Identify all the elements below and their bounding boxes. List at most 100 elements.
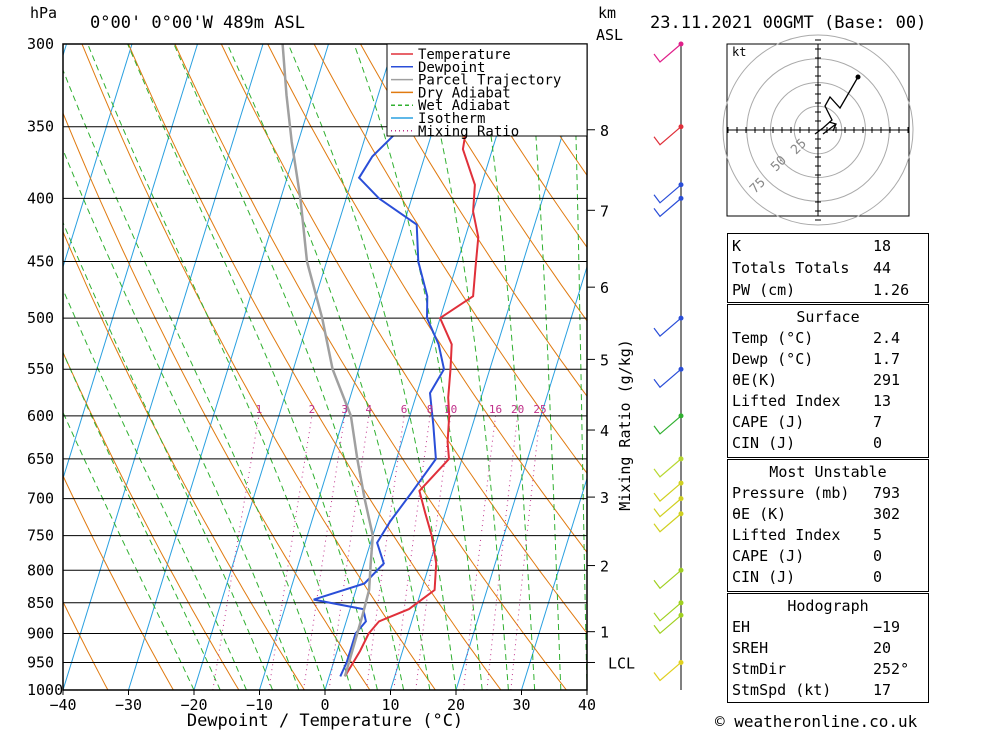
y-tick-label: 400 (27, 189, 54, 207)
wind-barb (653, 126, 682, 146)
wind-barb (653, 458, 682, 478)
mixing-ratio-label: 4 (365, 403, 372, 416)
hodograph-end (855, 74, 861, 80)
legend-entry: Dewpoint (418, 60, 485, 76)
legend-entry: Mixing Ratio (418, 124, 519, 140)
km-tick-label: 2 (600, 558, 609, 576)
height-unit-label: km (598, 4, 616, 22)
mixing-ratio-line (212, 415, 260, 690)
surface-row: Temp (°C) 2.4 (728, 329, 928, 350)
surface-key: Lifted Index (732, 392, 841, 410)
dry-adiabat-line (964, 44, 1000, 690)
mixing-ratio-label: 16 (489, 403, 502, 416)
wind-barb (653, 368, 682, 389)
mu-key: CIN (J) (732, 568, 796, 586)
index-row: PW (cm) 1.26 (728, 281, 928, 302)
mixing-ratio-labels: 1 2 3 4 6 8 10 16 20 25 (256, 403, 547, 416)
surface-value: 13 (873, 392, 892, 410)
y-tick-label: 700 (27, 490, 54, 508)
mu-key: Pressure (mb) (732, 484, 850, 502)
pressure-unit-label: hPa (30, 4, 57, 22)
index-row: Totals Totals 44 (728, 259, 928, 280)
hodo-key: StmSpd (kt) (732, 681, 832, 699)
index-value: 1.26 (873, 281, 910, 299)
hodograph-unit: kt (732, 45, 746, 59)
wet-adiabat-line (127, 44, 378, 690)
x-tick-label: −30 (115, 696, 142, 714)
surface-key: CIN (J) (732, 434, 796, 452)
hodo-value: 20 (873, 639, 892, 657)
wind-barb (653, 513, 682, 533)
surface-box: Surface Temp (°C) 2.4 Dewp (°C) 1.7 θE(K) 2… (727, 304, 929, 458)
km-tick-label: 1 (600, 624, 609, 642)
y-tick-label: 750 (27, 527, 54, 545)
km-tick-label: 6 (600, 279, 609, 297)
km-tick-label: 4 (600, 422, 609, 440)
isotherm-line (324, 44, 526, 690)
mixing-ratio-line (268, 415, 313, 690)
y-axis-ticks: 300 350 400 450 500 550 600 650 700 750 800 850 900 9… (27, 35, 63, 699)
hodo-row: EH −19 (728, 618, 928, 639)
legend-entry: Isotherm (418, 111, 485, 127)
surface-key: Temp (°C) (732, 329, 814, 347)
isotherm-line (259, 44, 460, 690)
mu-row: CAPE (J) 0 (728, 547, 928, 568)
surface-row: Dewp (°C) 1.7 (728, 350, 928, 371)
dry-adiabat-line (313, 44, 587, 475)
isobars (63, 43, 587, 691)
y-tick-label: 600 (27, 407, 54, 425)
y-tick-label: 650 (27, 450, 54, 468)
wind-barb (653, 498, 682, 518)
x-tick-label: 10 (381, 696, 399, 714)
dry-adiabat-line (63, 600, 109, 690)
mu-value: 5 (873, 526, 883, 544)
mixing-ratio-line (303, 415, 346, 690)
storm-motion-arrow (822, 121, 837, 135)
wet-adiabat-line (63, 68, 326, 690)
datetime-label: 23.11.2021 00GMT (Base: 00) (650, 13, 926, 33)
y-tick-label: 850 (27, 594, 54, 612)
mu-key: θE (K) (732, 505, 787, 523)
mu-key: Lifted Index (732, 526, 841, 544)
y-tick-label: 550 (27, 360, 54, 378)
isotherm-line (0, 44, 1, 690)
surface-row: Lifted Index 13 (728, 392, 928, 413)
wind-barb (653, 662, 682, 682)
surface-value: 7 (873, 413, 883, 431)
isotherm-line (521, 476, 587, 690)
hodo-key: StmDir (732, 660, 787, 678)
dry-adiabat-line (406, 44, 587, 322)
surface-title: Surface (796, 308, 860, 326)
surface-value: 291 (873, 371, 901, 389)
wind-barb (653, 184, 682, 204)
profile-series (281, 44, 480, 677)
mu-row: CIN (J) 0 (728, 568, 928, 589)
km-tick-label: LCL (608, 654, 635, 672)
legend-entry: Wet Adiabat (418, 98, 511, 114)
index-value: 18 (873, 237, 892, 255)
wet-adiabat-line (572, 44, 587, 690)
mu-value: 793 (873, 484, 901, 502)
x-axis-ticks: −40 −30 −20 −10 0 10 20 30 40 (49, 690, 596, 714)
surface-value: 0 (873, 434, 883, 452)
plot-frame (62, 43, 588, 691)
mixing-ratio-label: 25 (533, 403, 546, 416)
isotherm-line (455, 265, 587, 690)
dry-adiabat-line (360, 44, 587, 398)
y-tick-label: 900 (27, 624, 54, 642)
km-axis-ticks: 8 7 6 5 4 3 2 1 LCL (587, 122, 635, 672)
dry-adiabat-line (63, 474, 174, 690)
most-unstable-box: Most Unstable Pressure (mb) 793 θE (K) 302… (727, 459, 929, 592)
x-axis-label: Dewpoint / Temperature (°C) (187, 711, 463, 731)
hodo-value: −19 (873, 618, 901, 636)
x-tick-label: 20 (447, 696, 465, 714)
x-tick-label: −40 (49, 696, 76, 714)
mixing-ratio-label: 2 (309, 403, 316, 416)
mu-value: 0 (873, 568, 883, 586)
y-tick-label: 350 (27, 118, 54, 136)
index-key: K (732, 237, 742, 255)
x-tick-label: 0 (320, 696, 329, 714)
surface-value: 1.7 (873, 350, 901, 368)
hodograph-box: Hodograph EH −19 SREH 20 StmDir 252° StmSpd… (727, 593, 929, 703)
